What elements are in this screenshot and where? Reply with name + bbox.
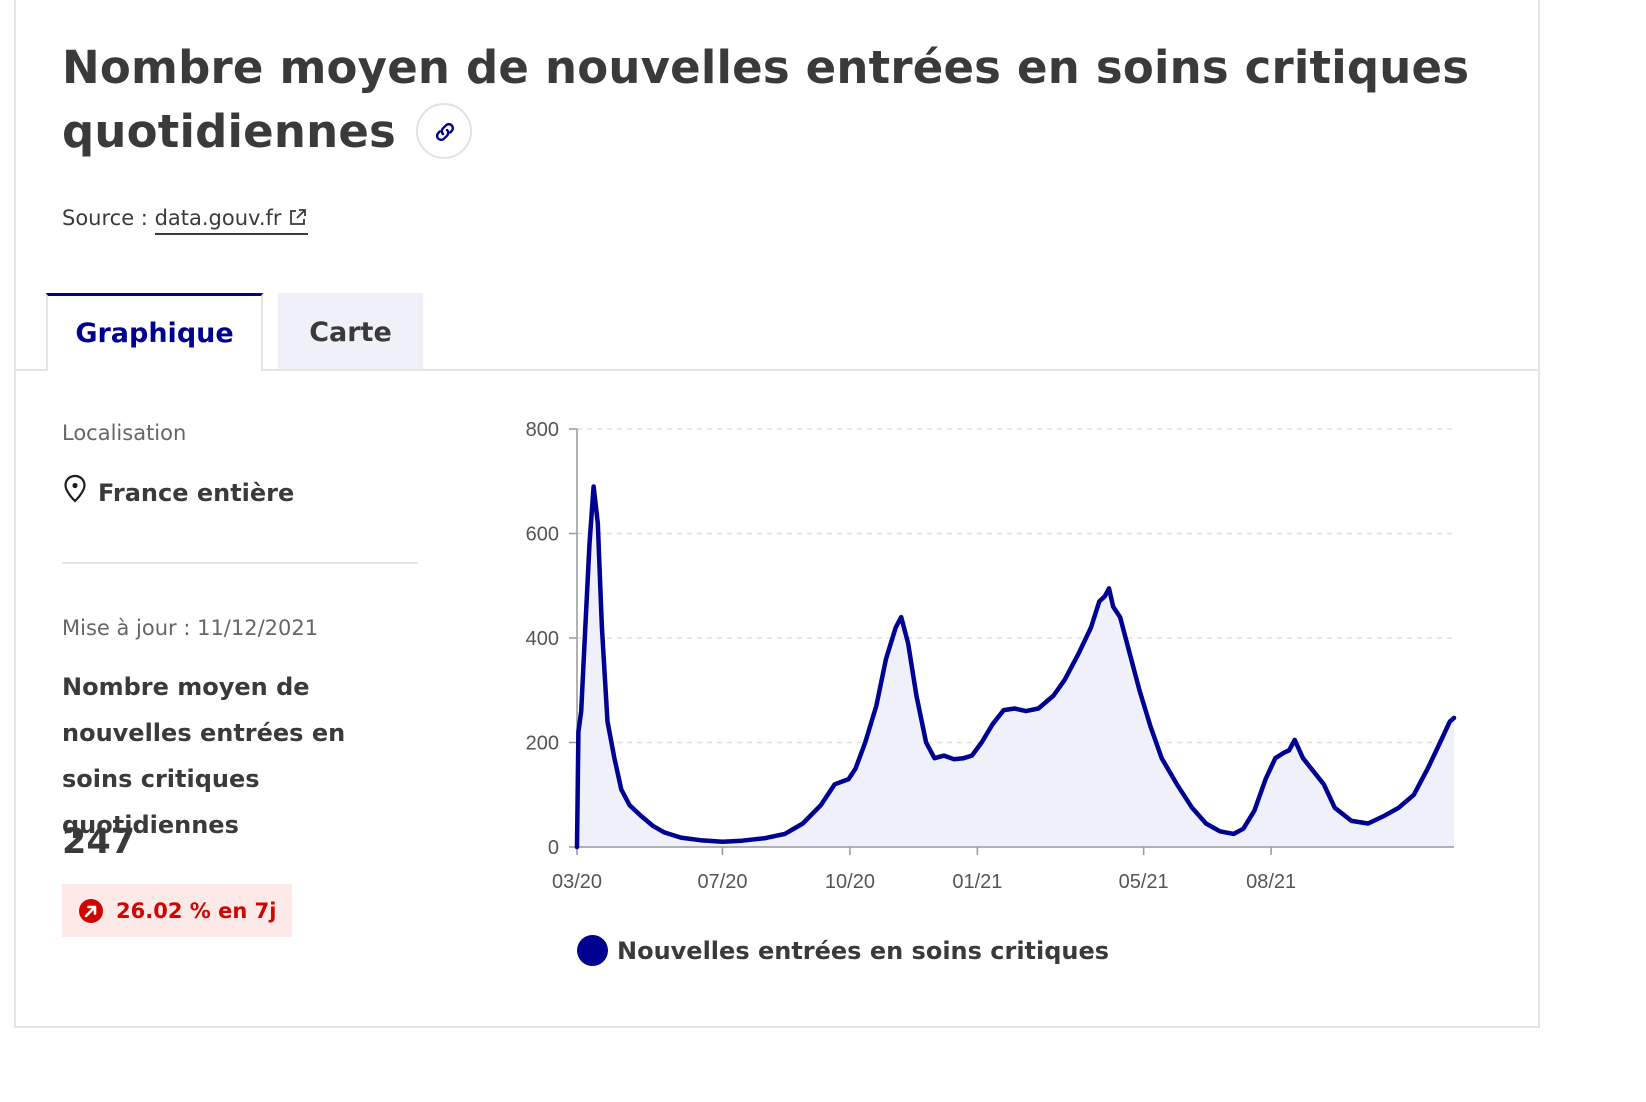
metric-value: 247: [62, 822, 136, 862]
page-title: Nombre moyen de nouvelles entrées en soi…: [62, 36, 1502, 164]
y-tick-labels: 0 200 400 600 800: [526, 419, 559, 859]
x-tick-label: 05/21: [1119, 871, 1169, 893]
trend-badge: 26.02 % en 7j: [62, 884, 293, 937]
tabs-divider: [14, 369, 1538, 371]
x-tick-label: 03/20: [552, 871, 602, 893]
location-value: France entière: [98, 479, 295, 507]
legend-marker: [577, 935, 608, 966]
copy-link-button[interactable]: [416, 103, 473, 159]
x-tick-label: 01/21: [952, 871, 1002, 893]
x-tick-label: 10/20: [825, 871, 875, 893]
tab-carte-label: Carte: [309, 316, 392, 348]
update-date: Mise à jour : 11/12/2021: [62, 616, 319, 640]
x-tick-label: 08/21: [1246, 871, 1296, 893]
card-bottom-divider: [14, 1026, 1538, 1028]
y-tick-label: 800: [526, 419, 559, 441]
location-selector[interactable]: France entière: [62, 474, 294, 507]
trend-text: 26.02 % en 7j: [116, 898, 277, 923]
chart-grid: [569, 428, 1454, 848]
metric-name: Nombre moyen de nouvelles entrées en soi…: [62, 673, 346, 839]
series-line: [574, 484, 1457, 850]
tab-graphique[interactable]: Graphique: [46, 293, 263, 371]
series-area-fill: [577, 486, 1454, 847]
link-icon: [435, 122, 455, 142]
map-pin-icon: [64, 474, 86, 503]
arrow-up-right-icon: [79, 898, 103, 923]
indicator-card: [14, 0, 1540, 1028]
tab-carte[interactable]: Carte: [278, 293, 423, 371]
x-tick-label: 07/20: [697, 871, 747, 893]
y-tick-label: 400: [526, 628, 559, 650]
page-title-text: Nombre moyen de nouvelles entrées en soi…: [62, 41, 1470, 158]
tab-graphique-label: Graphique: [75, 318, 234, 349]
external-link-icon: [289, 209, 306, 225]
location-label: Localisation: [62, 421, 187, 445]
source-link-text: data.gouv.fr: [154, 206, 282, 230]
chart-legend[interactable]: Nouvelles entrées en soins critiques: [577, 935, 1109, 966]
x-tick-labels: 03/20 07/20 10/20 01/21 05/21 08/21: [552, 871, 1296, 893]
source-link[interactable]: data.gouv.fr: [154, 206, 308, 235]
source-prefix: Source :: [62, 206, 155, 230]
y-tick-label: 600: [526, 524, 559, 546]
sidebar-divider: [62, 562, 418, 564]
y-tick-label: 0: [548, 837, 559, 859]
y-tick-label: 200: [526, 733, 559, 755]
source-line: Source : data.gouv.fr: [62, 206, 308, 235]
legend-label: Nouvelles entrées en soins critiques: [617, 936, 1110, 965]
